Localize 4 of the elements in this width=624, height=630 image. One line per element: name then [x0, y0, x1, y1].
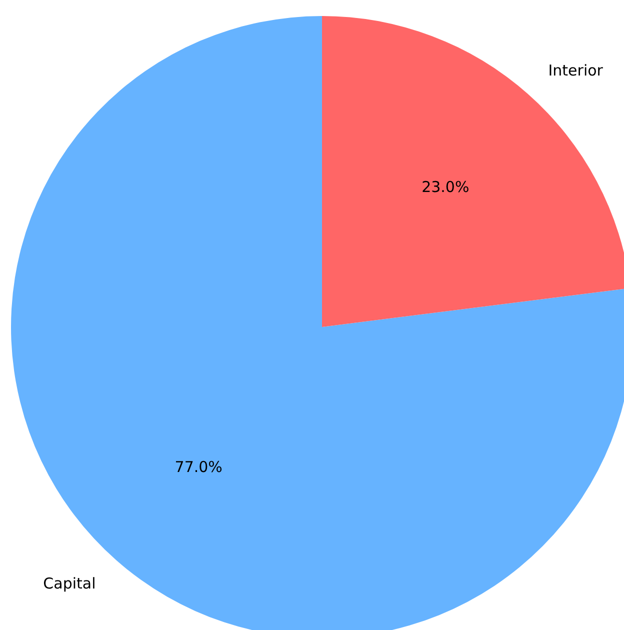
data-label: 77.0% — [174, 458, 222, 476]
slice-label: Capital — [43, 574, 96, 593]
slice-label: Interior — [548, 61, 604, 80]
data-label: 23.0% — [422, 178, 470, 196]
